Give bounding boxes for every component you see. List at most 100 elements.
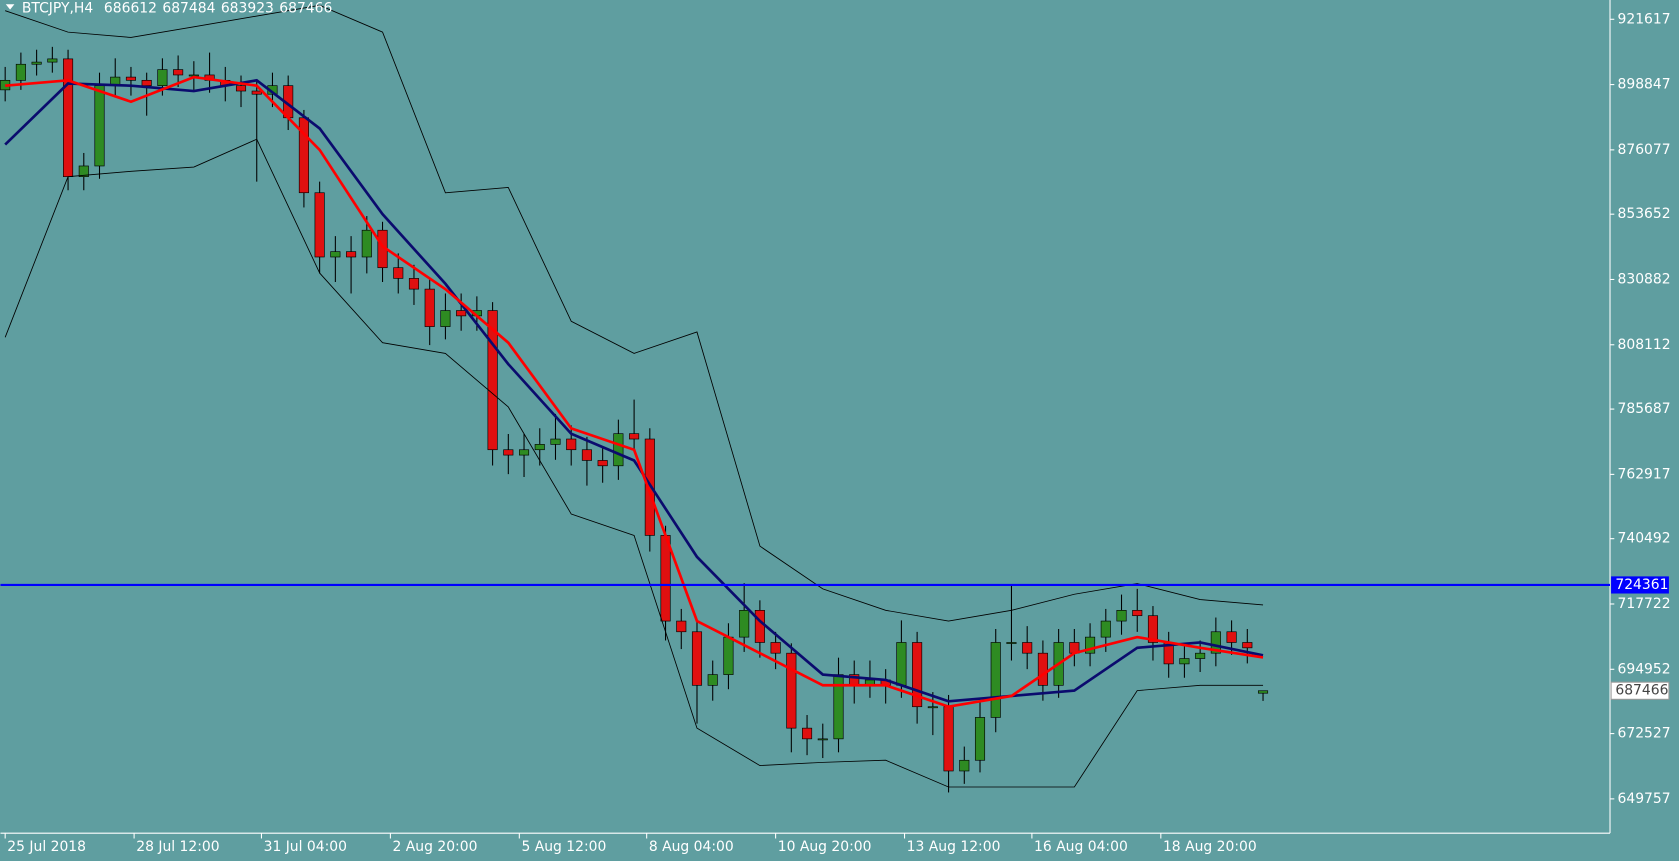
candle-body [31,61,42,65]
candle-body [1132,610,1143,617]
candle-body [408,278,420,290]
candle-body [15,63,26,81]
candle-body [1116,610,1127,622]
candle-body [691,631,703,686]
candle-body [125,76,136,81]
level-label: 724361 [1615,577,1668,593]
y-tick-label: 830882 [1618,271,1671,287]
candle-body [1100,620,1111,638]
candle-body [676,620,687,633]
x-tick-label: 18 Aug 20:00 [1163,839,1257,855]
candle-body [503,449,514,456]
candle-body [896,642,907,686]
symbol: BTCJPY,H4 [22,1,93,17]
last-price-box [1610,681,1670,700]
candle-body [990,642,1001,718]
candle-body [597,460,608,467]
x-tick-label: 5 Aug 12:00 [521,839,606,855]
candle-body [1006,642,1017,644]
candle-body [534,444,545,451]
y-tick-label: 876077 [1618,142,1671,158]
y-tick-label: 921617 [1618,11,1671,27]
candle-body [330,251,341,258]
candle-body [786,652,797,729]
candle-body [1226,631,1237,643]
x-tick-label: 10 Aug 20:00 [778,839,872,855]
indicator-line [5,4,1264,622]
candle-body [754,610,765,643]
x-tick-label: 16 Aug 04:00 [1034,839,1128,855]
y-tick-label: 672527 [1618,726,1671,742]
candle-body [456,310,467,317]
candle-body [235,85,247,92]
y-tick-label: 762917 [1618,466,1671,482]
candle-body [581,449,592,461]
y-tick-label: 808112 [1618,337,1671,353]
candle-body [141,79,152,86]
candle-body [314,192,325,258]
plot-area [0,4,1611,793]
candle-body [707,674,718,686]
candle-body [1242,642,1253,649]
header-value: 686612 [104,1,157,17]
candle-body [959,759,970,772]
header-value: 687484 [162,1,215,17]
y-tick-label: 785687 [1618,401,1671,417]
candle-body [739,610,750,638]
last-price-label: 687466 [1615,683,1668,699]
candle-body [817,738,828,741]
x-tick-label: 8 Aug 04:00 [649,839,734,855]
level-label-box [1611,576,1669,594]
y-tick-label: 717722 [1618,596,1671,612]
y-tick-label: 740492 [1618,531,1671,547]
x-tick-label: 31 Jul 04:00 [264,839,347,855]
indicator-line [4,138,1264,788]
candle-body [1037,652,1048,686]
y-tick-label: 898847 [1618,77,1671,93]
candle-body [157,69,168,86]
candle-body [1022,642,1033,654]
candle-body [1257,690,1269,694]
candle-body [912,642,923,708]
candle-body [173,69,184,76]
candle-body [613,433,624,467]
y-tick-label: 694952 [1618,661,1671,677]
candle-body [346,251,357,258]
candle-body [802,727,813,740]
candle-body [361,229,372,258]
candle-body [550,438,561,445]
candle-body [251,90,262,95]
candle-body [94,85,105,167]
candle-body [1210,631,1221,654]
x-tick-label: 25 Jul 2018 [7,839,86,855]
candle-body [1195,652,1206,659]
candle-body [770,642,781,654]
candle-body [943,706,954,772]
x-tick-label: 13 Aug 12:00 [907,839,1001,855]
candle-body [1085,636,1096,654]
candle-body [1147,615,1159,643]
chart-header: BTCJPY,H4 686612 687484 683923 687466 [22,1,332,17]
candle-body [440,310,451,327]
candle-body [393,267,404,279]
indicator-line [5,75,1264,709]
candle-body [78,165,89,178]
candle-body [644,438,655,536]
x-tick-label: 2 Aug 20:00 [393,839,478,855]
menu-triangle [5,4,15,10]
candle-body [723,636,734,675]
header-value: 683923 [221,1,274,17]
candle-body [927,706,938,709]
candle-body [63,58,74,178]
candle-body [629,433,640,440]
candle-body [518,449,530,456]
x-tick-label: 28 Jul 12:00 [136,839,219,855]
candle-body [487,310,498,451]
y-tick-label: 649757 [1618,791,1671,807]
candle-body [566,438,577,451]
candle-body [47,58,58,63]
indicator-line [4,78,1264,703]
candle-body [974,717,986,761]
